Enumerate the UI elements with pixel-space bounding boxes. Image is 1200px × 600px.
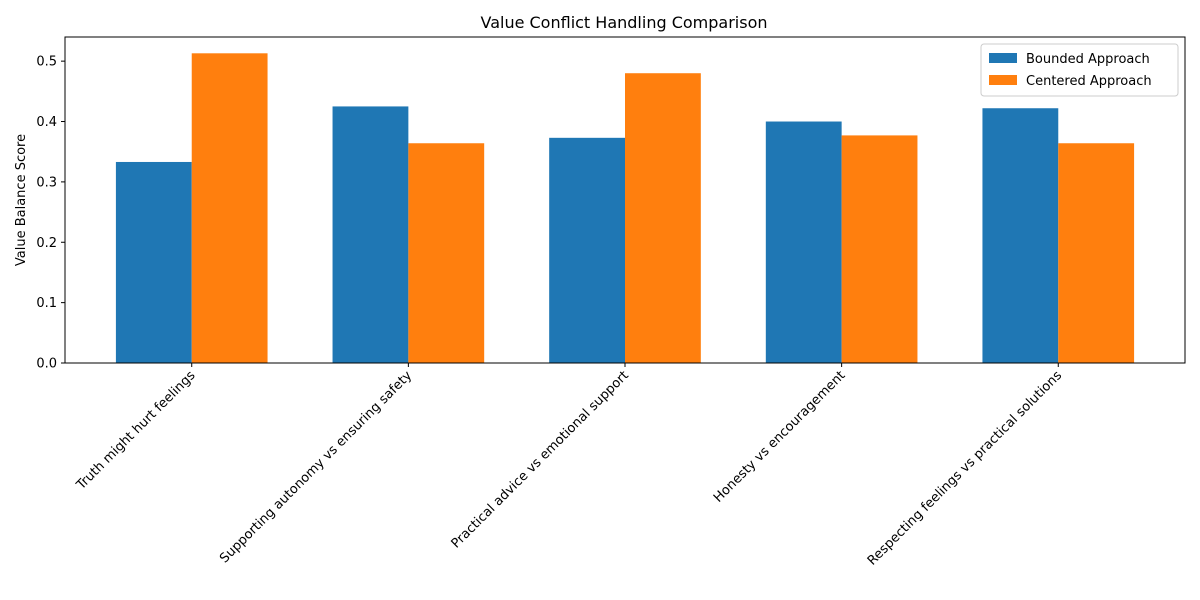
y-tick-label: 0.5 xyxy=(36,55,57,70)
legend-label-bounded: Bounded Approach xyxy=(1026,52,1150,67)
y-tick-label: 0.3 xyxy=(36,175,57,190)
y-tick-label: 0.4 xyxy=(36,115,57,130)
chart-title: Value Conflict Handling Comparison xyxy=(480,13,767,32)
legend-swatch-centered xyxy=(989,75,1017,85)
y-axis-title: Value Balance Score xyxy=(14,134,29,266)
legend-label-centered: Centered Approach xyxy=(1026,74,1152,89)
x-tick-label: Truth might hurt feelings xyxy=(73,368,198,493)
bar-centered-5 xyxy=(1058,143,1135,363)
bar-centered-3 xyxy=(625,73,701,363)
bar-centered-1 xyxy=(191,53,268,364)
bar-centered-2 xyxy=(408,143,485,363)
x-tick-label: Respecting feelings vs practical solutio… xyxy=(865,368,1065,568)
x-tick-label: Practical advice vs emotional support xyxy=(449,368,632,551)
bar-bounded-4 xyxy=(765,121,842,363)
y-tick-label: 0.1 xyxy=(36,296,57,311)
bar-bounded-3 xyxy=(549,137,625,363)
legend: Bounded Approach Centered Approach xyxy=(980,43,1179,97)
legend-swatch-bounded xyxy=(989,53,1017,63)
y-tick-label: 0.0 xyxy=(36,357,57,372)
x-axis: Truth might hurt feelings Supporting auto… xyxy=(73,363,1065,569)
bar-centered-4 xyxy=(841,135,918,363)
y-axis: 0.0 0.1 0.2 0.3 0.4 0.5 xyxy=(36,55,65,372)
legend-box xyxy=(980,43,1179,97)
bar-bounded-1 xyxy=(115,161,192,363)
y-tick-label: 0.2 xyxy=(36,236,57,251)
plot-area xyxy=(64,36,1186,364)
bar-bounded-5 xyxy=(982,108,1059,364)
bar-bounded-2 xyxy=(332,106,409,363)
x-tick-label: Supporting autonomy vs ensuring safety xyxy=(217,368,415,566)
x-tick-label: Honesty vs encouragement xyxy=(711,368,848,505)
